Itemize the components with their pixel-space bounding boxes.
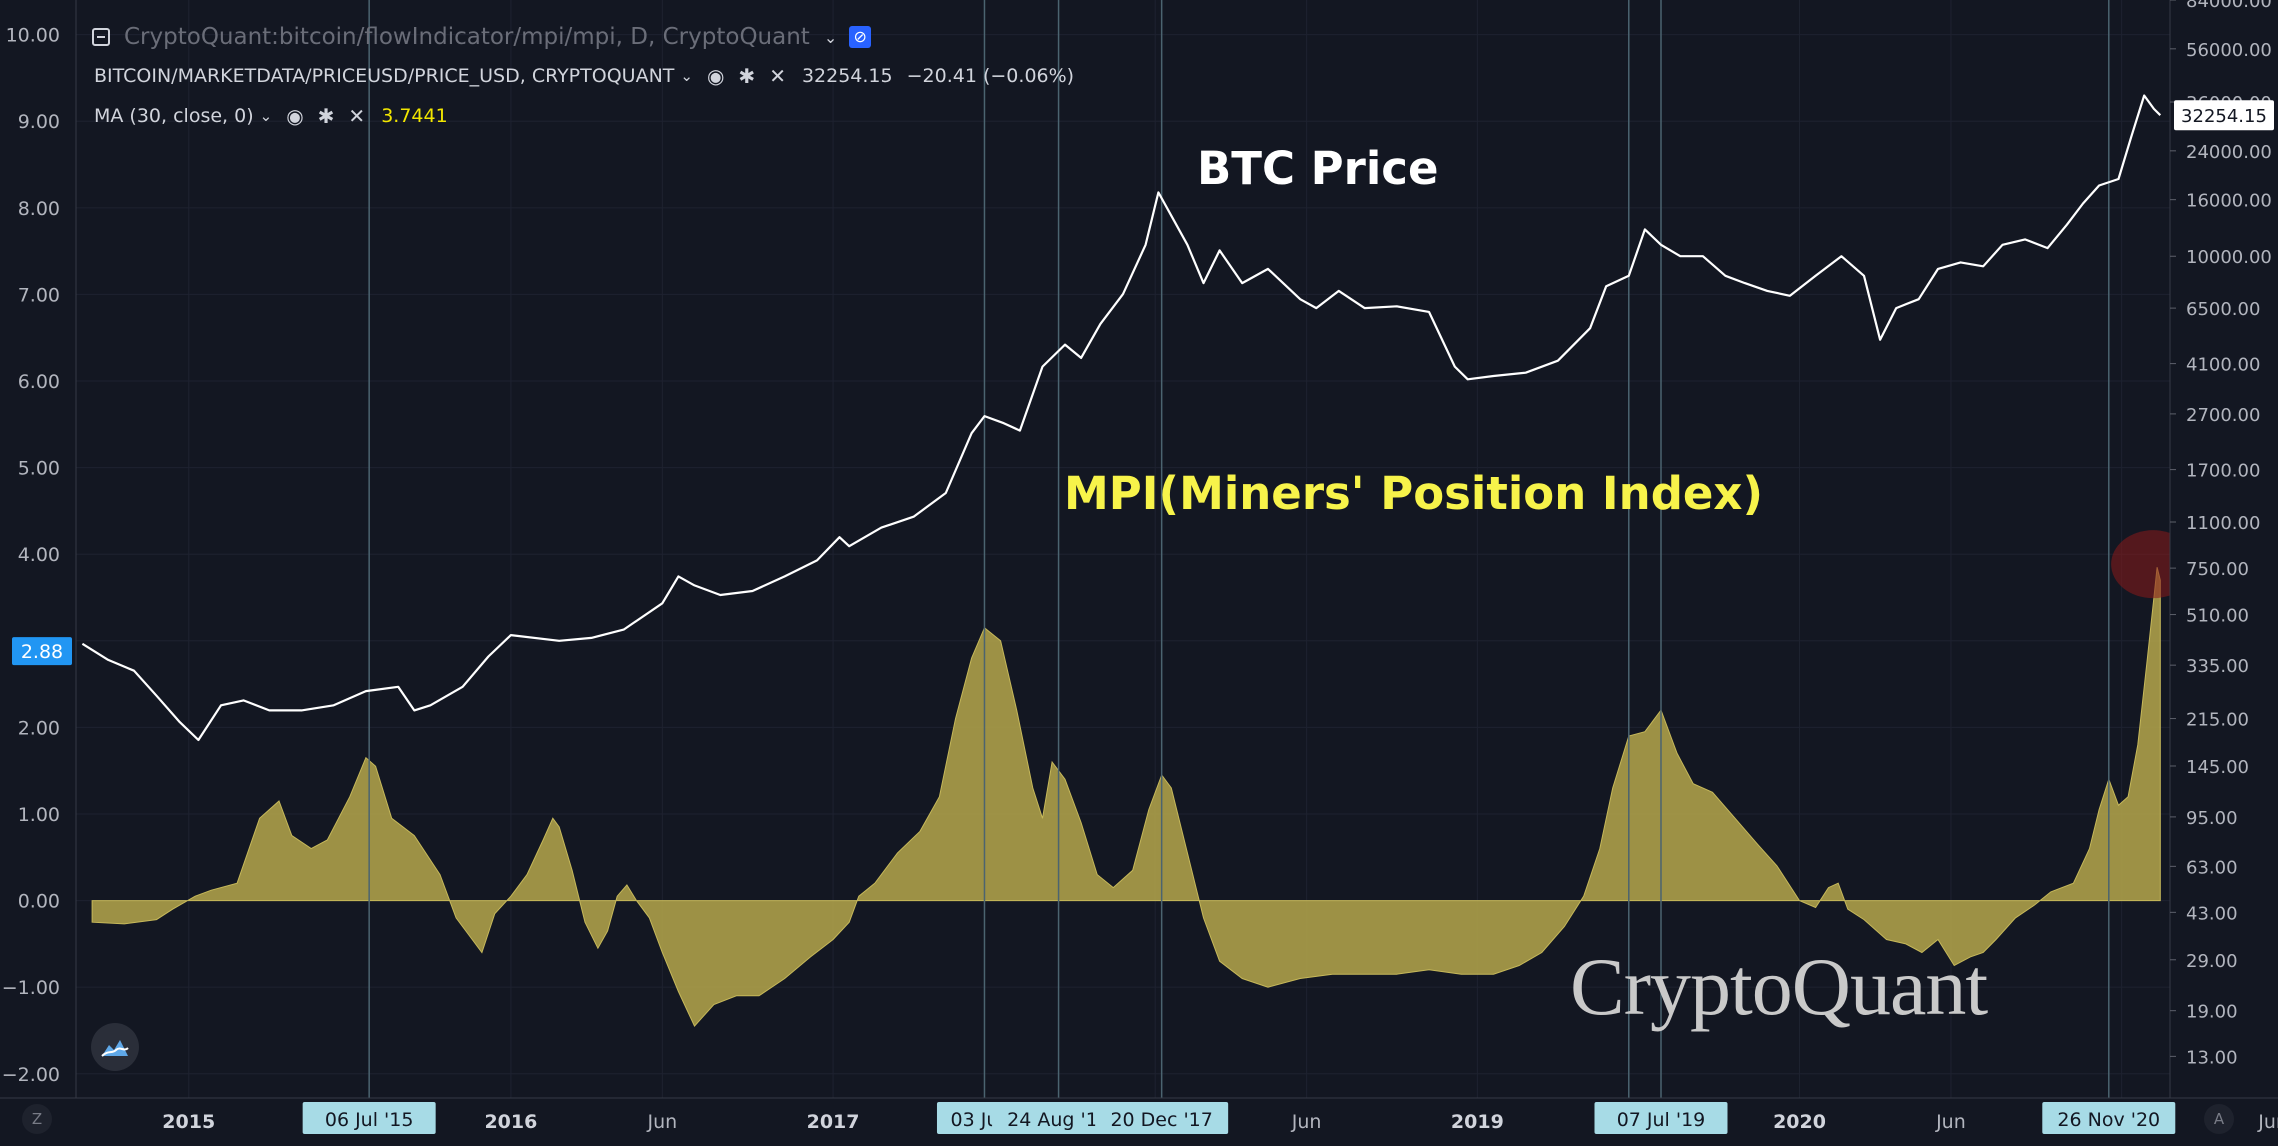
right-tick-label: 43.00	[2186, 903, 2238, 924]
left-tick-label: 7.00	[18, 284, 60, 306]
chevron-down-icon[interactable]: ⌄	[823, 27, 838, 47]
right-tick-label: 29.00	[2186, 951, 2238, 972]
right-tick-label: 56000.00	[2186, 40, 2272, 61]
chart-mountain-icon	[101, 1040, 129, 1057]
time-tick-label: Jun	[646, 1111, 677, 1133]
price-last-value: 32254.15	[801, 65, 893, 87]
event-date-label: 06 Jul '15	[325, 1109, 414, 1131]
right-tick-label: 84000.00	[2186, 0, 2272, 12]
time-axis[interactable]: 20152016Jun2017Jun2018Jun2019Jun2020Jun2…	[0, 1097, 2278, 1146]
collapse-icon[interactable]	[92, 28, 110, 46]
main-series-legend[interactable]: CryptoQuant:bitcoin/flowIndicator/mpi/mp…	[92, 24, 872, 50]
left-tick-label: 9.00	[18, 111, 60, 133]
left-axis[interactable]: 10.00 9.00 8.00 7.00 6.00 5.00 4.00 2.00 1.00 0.0…	[0, 0, 77, 1098]
right-tick-label: 4100.00	[2186, 355, 2260, 376]
left-tick-label: 10.00	[6, 25, 60, 47]
eye-icon[interactable]: ◉	[706, 64, 725, 88]
time-tick-label: Jun	[2257, 1111, 2278, 1133]
time-tick-label: Jun	[1935, 1111, 1966, 1133]
current-mpi-label: 2.88	[21, 641, 63, 663]
left-axis-bg	[0, 0, 76, 1098]
event-date-badge	[1594, 1102, 1728, 1134]
gear-icon[interactable]: ✱	[738, 64, 756, 88]
left-tick-label: −2.00	[2, 1064, 60, 1086]
event-date-label: 07 Jul '19	[1617, 1109, 1706, 1131]
right-axis-bg	[2170, 0, 2278, 1098]
left-tick-label: 1.00	[18, 804, 60, 826]
price-series-legend[interactable]: BITCOIN/MARKETDATA/PRICEUSD/PRICE_USD, C…	[94, 64, 1074, 88]
ma-title: MA (30, close, 0)	[94, 105, 254, 127]
zoom-toggle-button[interactable]: Z	[22, 1104, 52, 1134]
mpi-area	[91, 567, 2161, 1027]
current-mpi-badge	[12, 637, 72, 666]
time-tick-label: 2016	[484, 1111, 537, 1133]
price-change-value: −20.41 (−0.06%)	[906, 65, 1075, 87]
eye-icon[interactable]: ◉	[286, 104, 304, 128]
event-date-label: 24 Aug '17	[1007, 1109, 1110, 1131]
right-tick-label: 95.00	[2186, 808, 2238, 829]
right-tick-label: 750.00	[2186, 559, 2249, 580]
right-tick-label: 6500.00	[2186, 299, 2260, 320]
right-tick-label: 2700.00	[2186, 405, 2260, 426]
btc-price-group	[81, 94, 2162, 742]
right-axis[interactable]: 84000.0056000.0036000.0024000.0016000.00…	[2169, 0, 2278, 1098]
event-date-badge	[992, 1102, 1126, 1134]
main-series-title: CryptoQuant:bitcoin/flowIndicator/mpi/mp…	[124, 24, 810, 50]
left-tick-label: −1.00	[2, 977, 60, 999]
btc-price-annotation: BTC Price	[1197, 142, 1439, 195]
right-tick-label: 13.00	[2186, 1047, 2238, 1068]
left-tick-label: 2.00	[18, 717, 60, 739]
left-tick-label: 6.00	[18, 371, 60, 393]
time-tick-label: 2015	[162, 1111, 215, 1133]
link-icon[interactable]: ⊘	[849, 26, 872, 48]
left-tick-label: 0.00	[18, 891, 60, 913]
right-tick-label: 335.00	[2186, 656, 2249, 677]
time-tick-label: 2017	[807, 1111, 860, 1133]
right-tick-label: 1100.00	[2186, 513, 2260, 534]
right-tick-label: 10000.00	[2186, 247, 2272, 268]
right-tick-label: 24000.00	[2186, 142, 2272, 163]
right-tick-label: 510.00	[2186, 606, 2249, 627]
close-icon[interactable]: ✕	[769, 64, 786, 88]
ma-legend[interactable]: MA (30, close, 0) ⌄ ◉ ✱ ✕ 3.7441	[94, 104, 448, 128]
close-icon[interactable]: ✕	[348, 104, 366, 128]
cryptoquant-logo-button[interactable]	[91, 1023, 139, 1071]
auto-scale-button[interactable]: A	[2204, 1104, 2234, 1134]
right-tick-label: 145.00	[2186, 757, 2249, 778]
current-price-badge	[2174, 100, 2274, 131]
mpi-area-group	[91, 567, 2161, 1027]
btc-price-line	[81, 94, 2162, 742]
right-tick-label: 19.00	[2186, 1002, 2238, 1023]
right-tick-label: 16000.00	[2186, 191, 2272, 212]
time-tick-label: 2019	[1451, 1111, 1504, 1133]
right-tick-label: 63.00	[2186, 857, 2238, 878]
event-date-label: 26 Nov '20	[2057, 1109, 2160, 1131]
time-tick-label: 2020	[1773, 1111, 1826, 1133]
chevron-down-icon[interactable]: ⌄	[259, 107, 273, 125]
left-tick-label: 4.00	[18, 544, 60, 566]
event-date-badge	[1095, 1102, 1229, 1134]
ma-value: 3.7441	[381, 105, 448, 127]
mpi-annotation: MPI(Miners' Position Index)	[1064, 467, 1764, 520]
event-date-badge	[2042, 1102, 2176, 1134]
left-tick-label: 8.00	[18, 198, 60, 220]
right-tick-label: 215.00	[2186, 710, 2249, 731]
price-series-title: BITCOIN/MARKETDATA/PRICEUSD/PRICE_USD, C…	[94, 65, 675, 87]
event-date-badge	[302, 1102, 436, 1134]
chevron-down-icon[interactable]: ⌄	[680, 67, 693, 85]
right-tick-label: 1700.00	[2186, 461, 2260, 482]
gear-icon[interactable]: ✱	[317, 104, 335, 128]
event-date-label: 20 Dec '17	[1110, 1109, 1212, 1131]
cryptoquant-watermark: CryptoQuant	[1570, 941, 1988, 1032]
current-price-label: 32254.15	[2181, 106, 2267, 127]
left-tick-label: 5.00	[18, 458, 60, 480]
time-tick-label: Jun	[1291, 1111, 1322, 1133]
